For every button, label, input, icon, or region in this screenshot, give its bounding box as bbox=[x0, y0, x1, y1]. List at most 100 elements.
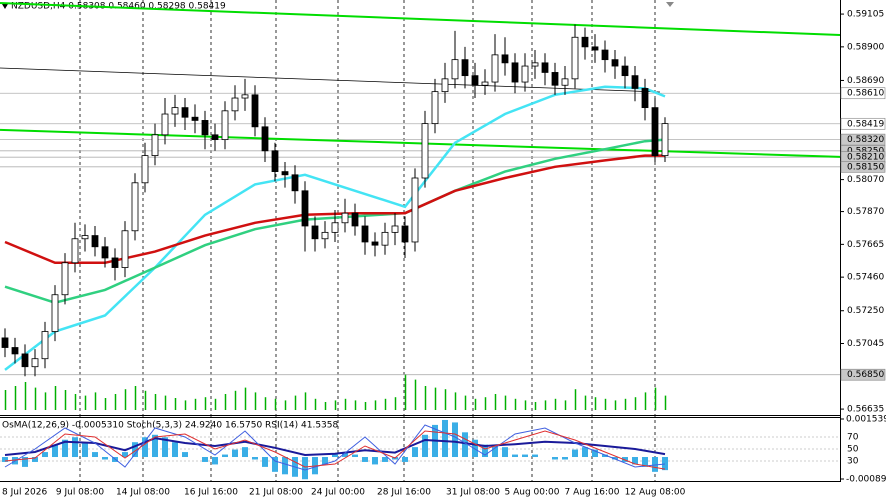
price-level-label: 0.58320 bbox=[847, 135, 884, 145]
osma-bar bbox=[492, 444, 498, 458]
y-tick-label: 0.57045 bbox=[847, 339, 884, 349]
candle-body bbox=[311, 225, 319, 240]
osma-bar bbox=[182, 452, 188, 458]
osma-bar bbox=[142, 437, 148, 458]
osma-bar bbox=[222, 454, 228, 458]
candle-body bbox=[591, 46, 599, 51]
price-level-label: 0.56850 bbox=[847, 370, 884, 380]
osma-bar bbox=[172, 442, 178, 458]
osc-tick-label: 70 bbox=[847, 433, 859, 443]
candle-body bbox=[111, 257, 119, 268]
x-tick-label: 14 Jul 08:00 bbox=[116, 488, 170, 498]
candle-body bbox=[401, 225, 409, 243]
candle-body bbox=[631, 75, 639, 89]
osc-tick-label: 50 bbox=[847, 445, 859, 455]
candle-body bbox=[661, 123, 669, 157]
osma-bar bbox=[502, 447, 508, 458]
candle-body bbox=[251, 94, 259, 128]
y-tick-label: 0.58070 bbox=[847, 175, 884, 185]
osma-bar bbox=[212, 457, 218, 465]
candle-body bbox=[181, 107, 189, 118]
osma-bar bbox=[202, 457, 208, 462]
osma-bar bbox=[42, 452, 48, 458]
y-tick-label: 0.58690 bbox=[847, 76, 884, 86]
osma-bar bbox=[152, 434, 158, 458]
osma-bar bbox=[602, 454, 608, 458]
candle-body bbox=[451, 59, 459, 80]
osma-bar bbox=[322, 457, 328, 465]
candle-body bbox=[151, 134, 159, 157]
osma-bar bbox=[402, 457, 408, 462]
price-level-label: 0.58610 bbox=[847, 89, 884, 99]
x-tick-label: 28 Jul 16:00 bbox=[377, 488, 431, 498]
osma-bar bbox=[72, 437, 78, 458]
candle-body bbox=[91, 235, 99, 248]
candle-body bbox=[31, 358, 39, 368]
y-tick-label: 0.57460 bbox=[847, 273, 884, 283]
candle-body bbox=[531, 62, 539, 67]
candle-body bbox=[71, 238, 79, 264]
osma-bar bbox=[472, 439, 478, 458]
price-level-label: 0.58419 bbox=[847, 119, 884, 129]
candle-body bbox=[201, 120, 209, 136]
candle-body bbox=[191, 116, 199, 121]
x-tick-label: 12 Aug 08:00 bbox=[625, 488, 686, 498]
price-level-label: 0.58210 bbox=[847, 153, 884, 163]
candle-body bbox=[241, 94, 249, 99]
trendline bbox=[0, 128, 841, 158]
osma-bar bbox=[232, 449, 238, 458]
x-tick-label: 16 Jul 16:00 bbox=[184, 488, 238, 498]
price-level-label: 0.58150 bbox=[847, 162, 884, 172]
candle-body bbox=[511, 62, 519, 83]
osma-bar bbox=[102, 457, 108, 460]
candle-body bbox=[621, 65, 629, 77]
candle-body bbox=[471, 75, 479, 86]
osma-bar bbox=[342, 452, 348, 458]
osma-bar bbox=[512, 454, 518, 458]
candle-body bbox=[431, 91, 439, 125]
osma-bar bbox=[562, 457, 568, 460]
y-tick-label: 0.59105 bbox=[847, 10, 884, 20]
candle-body bbox=[81, 235, 89, 240]
candle-body bbox=[421, 123, 429, 179]
candle-body bbox=[281, 171, 289, 176]
candle-body bbox=[611, 59, 619, 67]
candle-body bbox=[261, 126, 269, 152]
osma-bar bbox=[522, 454, 528, 458]
y-tick-label: 0.56635 bbox=[847, 405, 884, 415]
osma-bar bbox=[532, 454, 538, 458]
candle-body bbox=[391, 225, 399, 233]
candle-body bbox=[61, 262, 69, 296]
osma-bar bbox=[132, 442, 138, 458]
candle-body bbox=[361, 225, 369, 243]
osma-bar bbox=[92, 452, 98, 458]
candle-body bbox=[551, 72, 559, 86]
osma-bar bbox=[632, 457, 638, 465]
candle-body bbox=[51, 294, 59, 332]
osma-bar bbox=[82, 442, 88, 458]
osma-bar bbox=[372, 457, 378, 465]
candle-body bbox=[41, 331, 49, 360]
osma-bar bbox=[282, 457, 288, 475]
trendline bbox=[0, 67, 661, 93]
candle-body bbox=[561, 78, 569, 86]
osma-bar bbox=[572, 449, 578, 458]
osma-tick-label: 0.001539 bbox=[846, 415, 886, 425]
x-tick-label: 5 Aug 00:00 bbox=[505, 488, 560, 498]
osma-bar bbox=[2, 457, 8, 462]
candle-body bbox=[131, 182, 139, 232]
osma-bar bbox=[662, 457, 668, 471]
oscillator-line bbox=[4, 424, 666, 471]
osma-bar bbox=[442, 419, 448, 458]
candle-body bbox=[351, 212, 359, 227]
moving-average bbox=[4, 85, 666, 371]
candle-body bbox=[521, 65, 529, 83]
price-level-box bbox=[840, 117, 886, 130]
osma-bar bbox=[52, 444, 58, 458]
osma-bar bbox=[642, 457, 648, 467]
osma-bar bbox=[552, 457, 558, 460]
candle-body bbox=[641, 88, 649, 109]
y-tick-label: 0.57250 bbox=[847, 306, 884, 316]
shift-marker bbox=[666, 2, 674, 7]
